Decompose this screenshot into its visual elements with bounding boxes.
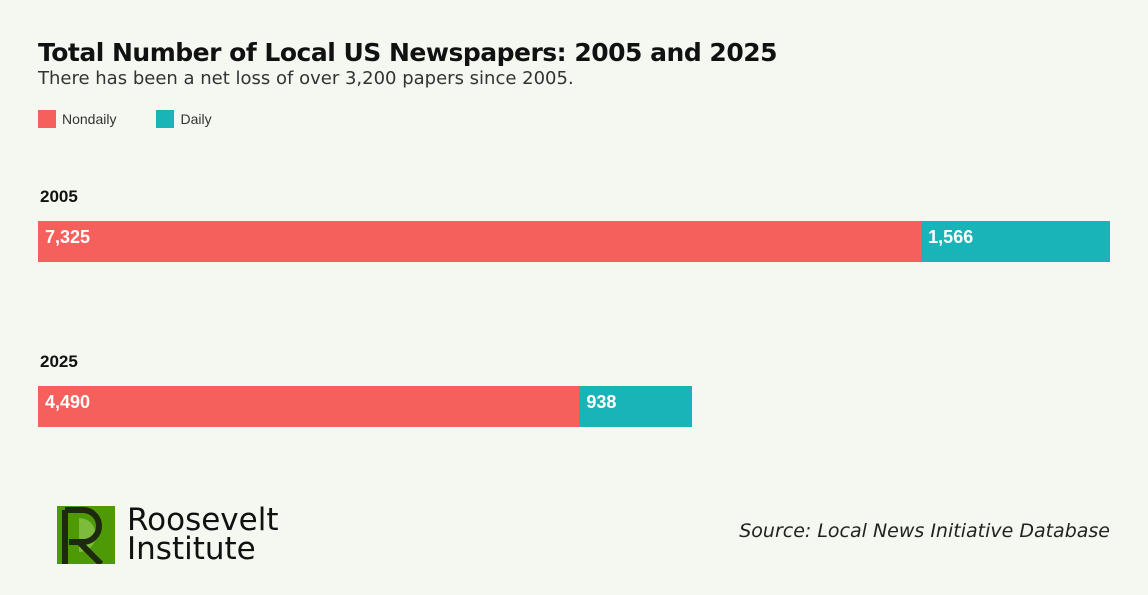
- roosevelt-r-icon: [57, 506, 115, 564]
- data-label-nondaily-2025: 4,490: [45, 392, 91, 412]
- data-label-daily-2005: 1,566: [928, 227, 974, 247]
- legend-label: Nondaily: [62, 111, 117, 127]
- bar-nondaily-2005: [38, 221, 922, 262]
- data-label-daily-2025: 938: [586, 392, 617, 412]
- legend-item-nondaily: Nondaily: [38, 110, 116, 128]
- category-label-2005: 2005: [40, 187, 78, 206]
- data-label-nondaily-2005: 7,325: [45, 227, 91, 247]
- category-label-2025: 2025: [40, 352, 78, 371]
- chart-subtitle: There has been a net loss of over 3,200 …: [38, 68, 574, 89]
- legend-swatch-daily: [156, 110, 175, 128]
- chart-title: Total Number of Local US Newspapers: 200…: [38, 38, 778, 67]
- source-note: Source: Local News Initiative Database: [739, 520, 1110, 542]
- roosevelt-logo: Roosevelt Institute: [57, 502, 279, 567]
- legend-label: Daily: [180, 111, 212, 127]
- bar-daily-2025: [579, 386, 693, 427]
- bar-nondaily-2025: [38, 386, 580, 427]
- legend-item-daily: Daily: [156, 110, 212, 128]
- bar-daily-2005: [921, 221, 1110, 262]
- legend: Nondaily Daily: [38, 110, 212, 128]
- logo-text-line1: Roosevelt: [127, 502, 279, 538]
- legend-swatch-nondaily: [38, 110, 56, 128]
- logo-text-line2: Institute: [127, 531, 256, 567]
